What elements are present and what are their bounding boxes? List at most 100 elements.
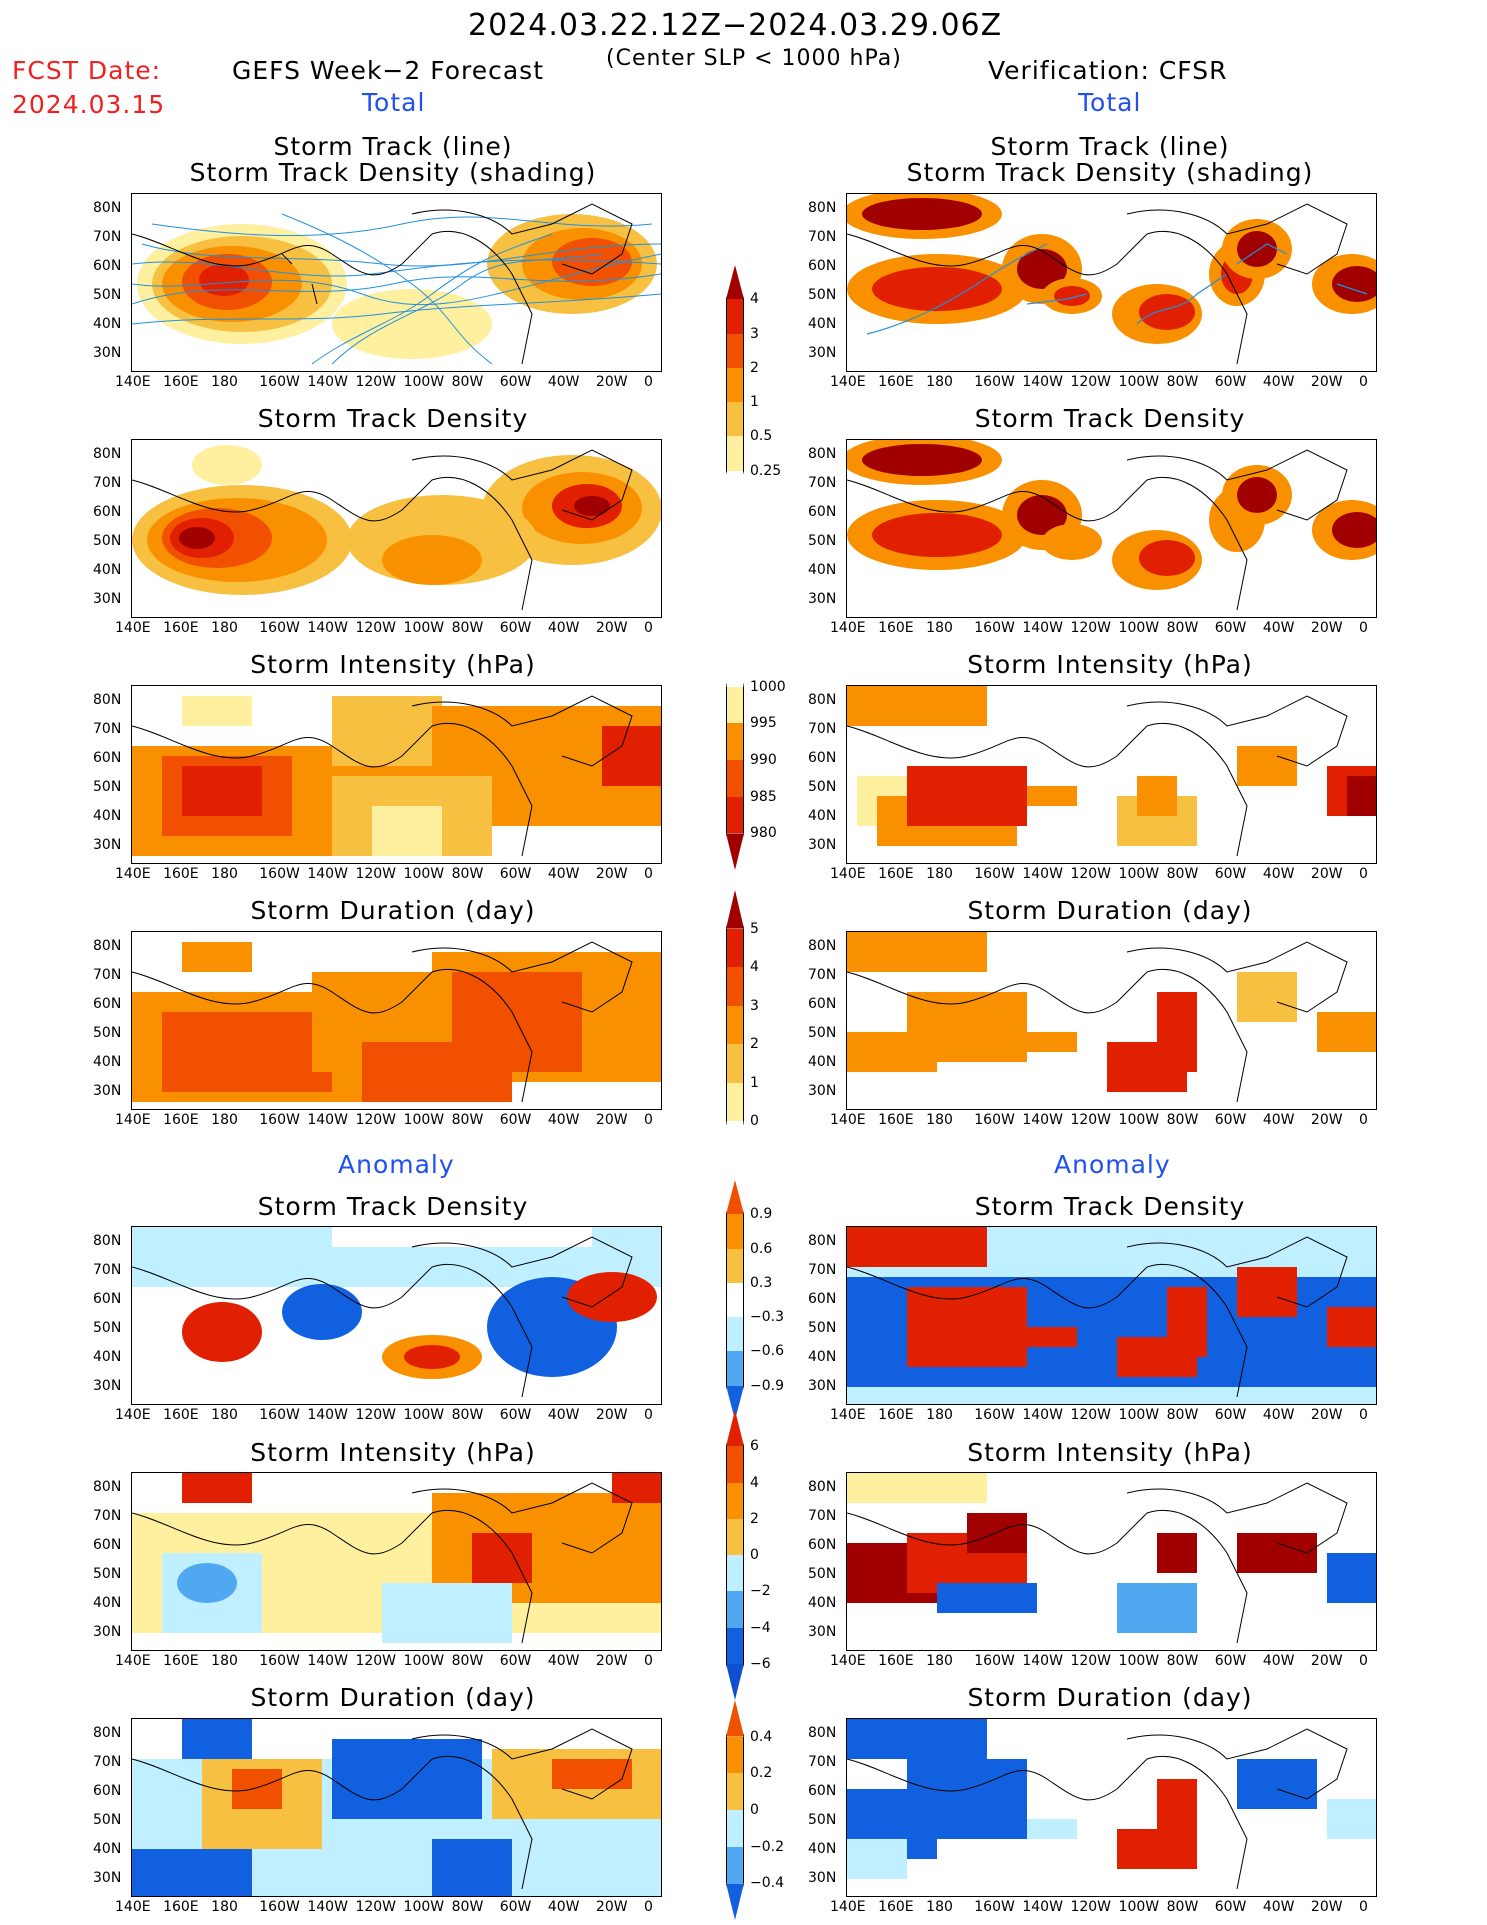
lat-tick-label: 40N bbox=[808, 808, 837, 824]
lon-tick-label: 80W bbox=[1166, 1899, 1199, 1915]
colorbar-label: 980 bbox=[750, 825, 777, 842]
lon-tick-label: 100W bbox=[1118, 1899, 1160, 1915]
lon-tick-label: 40W bbox=[547, 1112, 580, 1128]
lon-tick-label: 120W bbox=[1070, 866, 1112, 882]
map-panel-density-forecast bbox=[131, 439, 662, 618]
lon-tick-label: 140W bbox=[1022, 374, 1063, 390]
colorbar-swatch bbox=[726, 1627, 744, 1664]
lon-tick-label: 100W bbox=[403, 1653, 445, 1669]
lon-tick-label: 0 bbox=[1359, 374, 1368, 390]
colorbar-swatch bbox=[726, 796, 744, 834]
lon-tick-label: 60W bbox=[1214, 1112, 1247, 1128]
lon-tick-label: 20W bbox=[595, 1112, 628, 1128]
lat-tick-label: 70N bbox=[808, 967, 837, 983]
lon-tick-label: 140W bbox=[1022, 1653, 1063, 1669]
lat-tick-label: 60N bbox=[93, 1537, 122, 1553]
colorbar-swatch bbox=[726, 890, 744, 929]
lat-tick-label: 80N bbox=[808, 200, 837, 216]
lat-tick-label: 50N bbox=[808, 1812, 837, 1828]
left-total-label: Total bbox=[362, 88, 426, 117]
lon-tick-label: 160E bbox=[163, 866, 199, 882]
lat-tick-label: 70N bbox=[808, 475, 837, 491]
criterion-subtitle: (Center SLP < 1000 hPa) bbox=[606, 46, 902, 71]
title-track-line-left: Storm Track (line) bbox=[273, 132, 513, 161]
lat-tick-label: 40N bbox=[808, 1054, 837, 1070]
lon-tick-label: 80W bbox=[451, 1112, 484, 1128]
lon-tick-label: 0 bbox=[1359, 1112, 1368, 1128]
lat-tick-label: 60N bbox=[93, 1291, 122, 1307]
lon-tick-label: 160W bbox=[259, 866, 300, 882]
lon-tick-label: 60W bbox=[499, 620, 532, 636]
lat-tick-label: 30N bbox=[93, 1870, 122, 1886]
colorbar-swatch bbox=[726, 1810, 744, 1847]
lat-tick-label: 60N bbox=[93, 1783, 122, 1799]
colorbar-swatch bbox=[726, 333, 744, 368]
lon-tick-label: 100W bbox=[403, 1407, 445, 1423]
colorbar-label: 6 bbox=[750, 1438, 759, 1455]
lon-tick-label: 40W bbox=[547, 620, 580, 636]
lon-tick-label: 0 bbox=[644, 1653, 653, 1669]
lat-tick-label: 70N bbox=[93, 967, 122, 983]
colorbar-swatch bbox=[726, 436, 744, 471]
colorbar-label: −4 bbox=[750, 1619, 771, 1636]
lat-tick-label: 40N bbox=[93, 316, 122, 332]
lon-tick-label: 40W bbox=[1262, 374, 1295, 390]
lat-tick-label: 30N bbox=[808, 1083, 837, 1099]
lon-tick-label: 180 bbox=[211, 866, 238, 882]
lat-tick-label: 60N bbox=[93, 504, 122, 520]
lon-tick-label: 80W bbox=[1166, 374, 1199, 390]
colorbar-swatch bbox=[726, 1591, 744, 1628]
lat-tick-label: 80N bbox=[93, 200, 122, 216]
lat-tick-label: 30N bbox=[93, 837, 122, 853]
lat-tick-label: 70N bbox=[808, 721, 837, 737]
lon-tick-label: 100W bbox=[403, 620, 445, 636]
lon-tick-label: 40W bbox=[547, 1653, 580, 1669]
lon-tick-label: 180 bbox=[211, 374, 238, 390]
lon-tick-label: 180 bbox=[926, 1112, 953, 1128]
lon-tick-label: 60W bbox=[1214, 620, 1247, 636]
lon-tick-label: 100W bbox=[403, 866, 445, 882]
fcst-date-value: 2024.03.15 bbox=[12, 90, 166, 119]
lon-tick-label: 20W bbox=[1310, 866, 1343, 882]
lon-tick-label: 160E bbox=[163, 1112, 199, 1128]
colorbar-label: 0 bbox=[750, 1547, 759, 1563]
lon-tick-label: 160E bbox=[163, 620, 199, 636]
lat-tick-label: 80N bbox=[808, 938, 837, 954]
lon-tick-label: 160E bbox=[163, 1407, 199, 1423]
lat-tick-label: 80N bbox=[93, 938, 122, 954]
colorbar bbox=[726, 1180, 744, 1420]
colorbar-swatch bbox=[726, 967, 744, 1006]
lat-tick-label: 40N bbox=[93, 1595, 122, 1611]
lon-tick-label: 120W bbox=[1070, 374, 1112, 390]
colorbar-label: 995 bbox=[750, 715, 777, 732]
colorbar-label: 990 bbox=[750, 752, 777, 768]
colorbar-swatch bbox=[726, 1282, 744, 1318]
lat-tick-label: 60N bbox=[808, 1537, 837, 1553]
colorbar-swatch bbox=[726, 1736, 744, 1774]
title-anom-intensity-left: Storm Intensity (hPa) bbox=[250, 1438, 536, 1467]
lat-tick-label: 70N bbox=[808, 1754, 837, 1770]
lon-tick-label: 160W bbox=[259, 620, 300, 636]
lon-tick-label: 140W bbox=[307, 866, 348, 882]
lon-tick-label: 0 bbox=[644, 1112, 653, 1128]
lon-tick-label: 40W bbox=[1262, 1899, 1295, 1915]
title-track-line-right: Storm Track (line) bbox=[990, 132, 1230, 161]
title-track-density-right: Storm Track Density bbox=[974, 404, 1246, 433]
lat-tick-label: 30N bbox=[808, 837, 837, 853]
lon-tick-label: 140E bbox=[115, 866, 151, 882]
lat-tick-label: 40N bbox=[808, 1595, 837, 1611]
lat-tick-label: 40N bbox=[93, 1349, 122, 1365]
lon-tick-label: 140E bbox=[830, 1407, 866, 1423]
lat-tick-label: 40N bbox=[808, 1349, 837, 1365]
lat-tick-label: 60N bbox=[93, 996, 122, 1012]
lon-tick-label: 60W bbox=[499, 374, 532, 390]
lon-tick-label: 100W bbox=[1118, 1407, 1160, 1423]
lon-tick-label: 160E bbox=[878, 1899, 914, 1915]
lon-tick-label: 80W bbox=[451, 1653, 484, 1669]
lon-tick-label: 20W bbox=[1310, 1653, 1343, 1669]
lon-tick-label: 160E bbox=[163, 374, 199, 390]
lat-tick-label: 70N bbox=[808, 1262, 837, 1278]
lat-tick-label: 50N bbox=[808, 287, 837, 303]
lon-tick-label: 140E bbox=[115, 620, 151, 636]
lon-tick-label: 120W bbox=[355, 1407, 397, 1423]
